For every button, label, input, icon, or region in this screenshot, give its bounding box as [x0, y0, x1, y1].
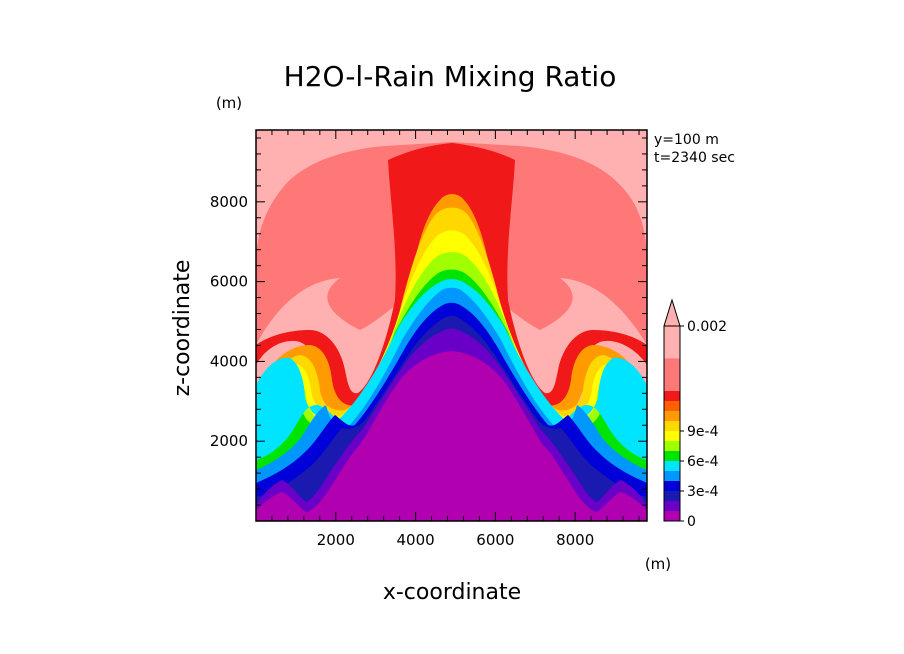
colorbar-swatch — [664, 481, 680, 491]
y-tick-label: 8000 — [210, 193, 248, 211]
x-axis-ticks: 2000 4000 6000 8000 — [271, 130, 640, 549]
x-tick-label: 6000 — [476, 531, 514, 549]
colorbar-label: 0.002 — [687, 319, 727, 335]
colorbar-extend-arrow — [663, 298, 681, 327]
plot-frame — [255, 129, 648, 522]
y-tick-label: 2000 — [210, 432, 248, 450]
x-tick-label: 2000 — [317, 531, 355, 549]
x-unit-label: (m) — [645, 555, 671, 573]
colorbar-label: 9e-4 — [687, 424, 719, 440]
info-time: t=2340 sec — [654, 150, 735, 166]
info-location: y=100 m — [654, 132, 719, 148]
y-unit-label: (m) — [216, 94, 242, 112]
colorbar-swatch — [664, 441, 680, 451]
colorbar-swatch — [664, 411, 680, 421]
contour-level-0 — [256, 351, 647, 521]
colorbar-label: 6e-4 — [687, 454, 719, 470]
colorbar-swatch — [664, 326, 680, 359]
colorbar-frame — [663, 325, 681, 522]
colorbar-swatch — [664, 501, 680, 511]
y-tick-label: 6000 — [210, 273, 248, 291]
colorbar-swatch — [664, 491, 680, 501]
y-tick-label: 4000 — [210, 352, 248, 370]
colorbar-swatch — [664, 511, 680, 521]
x-tick-label: 4000 — [396, 531, 434, 549]
colorbar-swatch — [664, 401, 680, 411]
colorbar-swatch — [664, 391, 680, 401]
contour-field — [256, 130, 647, 521]
colorbar-label: 0 — [687, 514, 696, 530]
colorbar-swatch — [664, 421, 680, 431]
x-tick-label: 8000 — [556, 531, 594, 549]
colorbar-swatch — [664, 461, 680, 471]
colorbar-label: 3e-4 — [687, 484, 719, 500]
y-axis-ticks: 2000 4000 6000 8000 — [210, 137, 647, 506]
colorbar: 0 3e-4 6e-4 9e-4 0.002 — [663, 298, 727, 530]
x-axis-label: x-coordinate — [383, 580, 521, 605]
colorbar-swatch — [664, 431, 680, 441]
colorbar-swatch — [664, 358, 680, 391]
y-axis-label: z-coordinate — [170, 260, 195, 397]
colorbar-swatch — [664, 451, 680, 461]
chart-title: H2O-l-Rain Mixing Ratio — [284, 60, 617, 93]
colorbar-swatch — [664, 471, 680, 481]
